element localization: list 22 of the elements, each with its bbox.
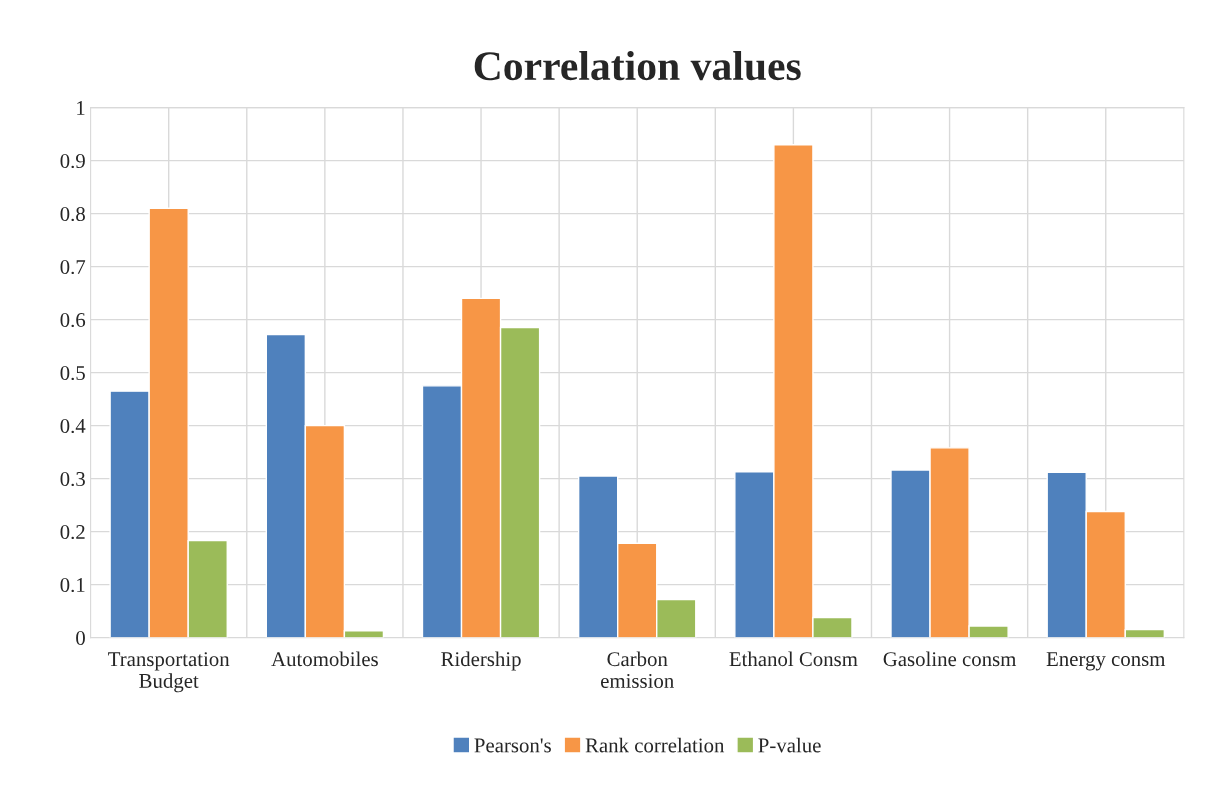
y-tick-label: 0.9 bbox=[60, 153, 85, 169]
y-tick-label: 0.7 bbox=[60, 259, 86, 275]
y-tick-label: 0.5 bbox=[60, 365, 85, 381]
chart-title: Correlation values bbox=[474, 50, 801, 81]
y-tick-label: 0.2 bbox=[60, 524, 85, 540]
x-tick-label: Ridership bbox=[441, 651, 521, 671]
y-tick-label: 1 bbox=[77, 101, 85, 115]
legend-label: Rank correlation bbox=[585, 737, 725, 753]
legend-label: Pearson's bbox=[474, 738, 551, 753]
x-tick-label: Transportation Budget bbox=[108, 652, 230, 693]
legend-label: P-value bbox=[758, 737, 821, 753]
x-tick-label: Automobiles bbox=[271, 651, 378, 667]
y-tick-label: 0.6 bbox=[60, 312, 86, 328]
x-tick-label: Gasoline consm bbox=[883, 651, 1017, 667]
x-tick-label: Energy consm bbox=[1046, 652, 1166, 671]
y-tick-label: 0.4 bbox=[60, 418, 86, 434]
x-tick-label: Carbon emission bbox=[600, 651, 674, 688]
y-tick-label: 0 bbox=[76, 630, 85, 646]
y-tick-label: 0.8 bbox=[60, 206, 85, 222]
y-tick-label: 0.1 bbox=[60, 577, 85, 593]
x-tick-label: Ethanol Consm bbox=[729, 651, 858, 667]
y-tick-label: 0.3 bbox=[60, 471, 85, 487]
